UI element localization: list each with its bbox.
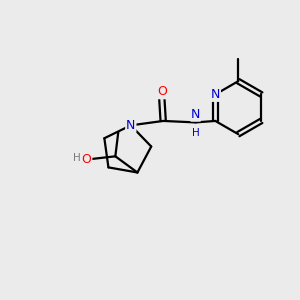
Text: H: H [192, 128, 200, 138]
Text: H: H [73, 153, 81, 164]
Text: O: O [82, 153, 92, 166]
Text: O: O [157, 85, 166, 98]
Text: N: N [191, 108, 200, 121]
Text: N: N [211, 88, 220, 101]
Text: N: N [126, 119, 136, 132]
